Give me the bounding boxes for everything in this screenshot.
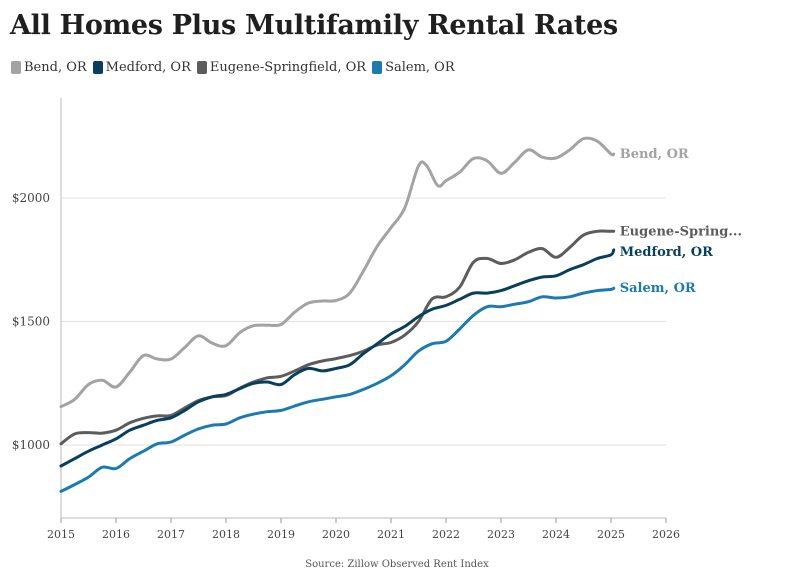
end-label-medford: Medford, OR — [620, 245, 713, 260]
legend-label-medford: Medford, OR — [105, 60, 191, 75]
x-tick-label-2024: 2024 — [542, 528, 570, 541]
end-label-bend: Bend, OR — [620, 147, 689, 162]
chart-title: All Homes Plus Multifamily Rental Rates — [10, 10, 618, 41]
x-tick-label-2016: 2016 — [102, 528, 130, 541]
x-tick-label-2020: 2020 — [322, 528, 350, 541]
y-tick-label-1000: $1000 — [12, 438, 50, 452]
x-tick-label-2023: 2023 — [487, 528, 515, 541]
legend-swatch-medford — [92, 61, 103, 74]
legend-item-bend: Bend, OR — [11, 60, 87, 75]
x-tick-label-2022: 2022 — [432, 528, 460, 541]
x-tick-label-2017: 2017 — [157, 528, 185, 541]
source-note: Source: Zillow Observed Rent Index — [305, 559, 489, 570]
legend-swatch-salem — [372, 61, 383, 74]
y-tick-label-1500: $1500 — [12, 315, 50, 329]
x-tick-label-2025: 2025 — [597, 528, 625, 541]
x-tick-label-2015: 2015 — [47, 528, 75, 541]
series-line-eugene-springfield — [59, 229, 616, 446]
legend-swatch-bend — [11, 61, 21, 74]
x-tick-label-2019: 2019 — [267, 528, 295, 541]
legend-label-bend: Bend, OR — [24, 60, 87, 75]
x-tick-label-2021: 2021 — [377, 528, 405, 541]
series-line-bend — [59, 136, 616, 409]
legend-item-eugene: Eugene-Springfield, OR — [196, 60, 367, 75]
x-tick-label-2026: 2026 — [652, 528, 680, 541]
legend-label-salem: Salem, OR — [385, 60, 455, 75]
legend-label-eugene: Eugene-Springfield, OR — [209, 60, 367, 75]
legend-item-salem: Salem, OR — [372, 60, 455, 75]
series-line-salem — [59, 286, 616, 493]
end-label-salem: Salem, OR — [620, 281, 696, 296]
x-tick-label-2018: 2018 — [212, 528, 240, 541]
legend-swatch-eugene — [196, 61, 207, 74]
end-label-eugene-springfield: Eugene-Spring... — [620, 224, 742, 239]
legend-item-medford: Medford, OR — [92, 60, 191, 75]
series-line-medford — [59, 248, 616, 468]
y-tick-label-2000: $2000 — [12, 191, 50, 205]
legend: Bend, OR Medford, OR Eugene-Springfield,… — [11, 60, 461, 75]
